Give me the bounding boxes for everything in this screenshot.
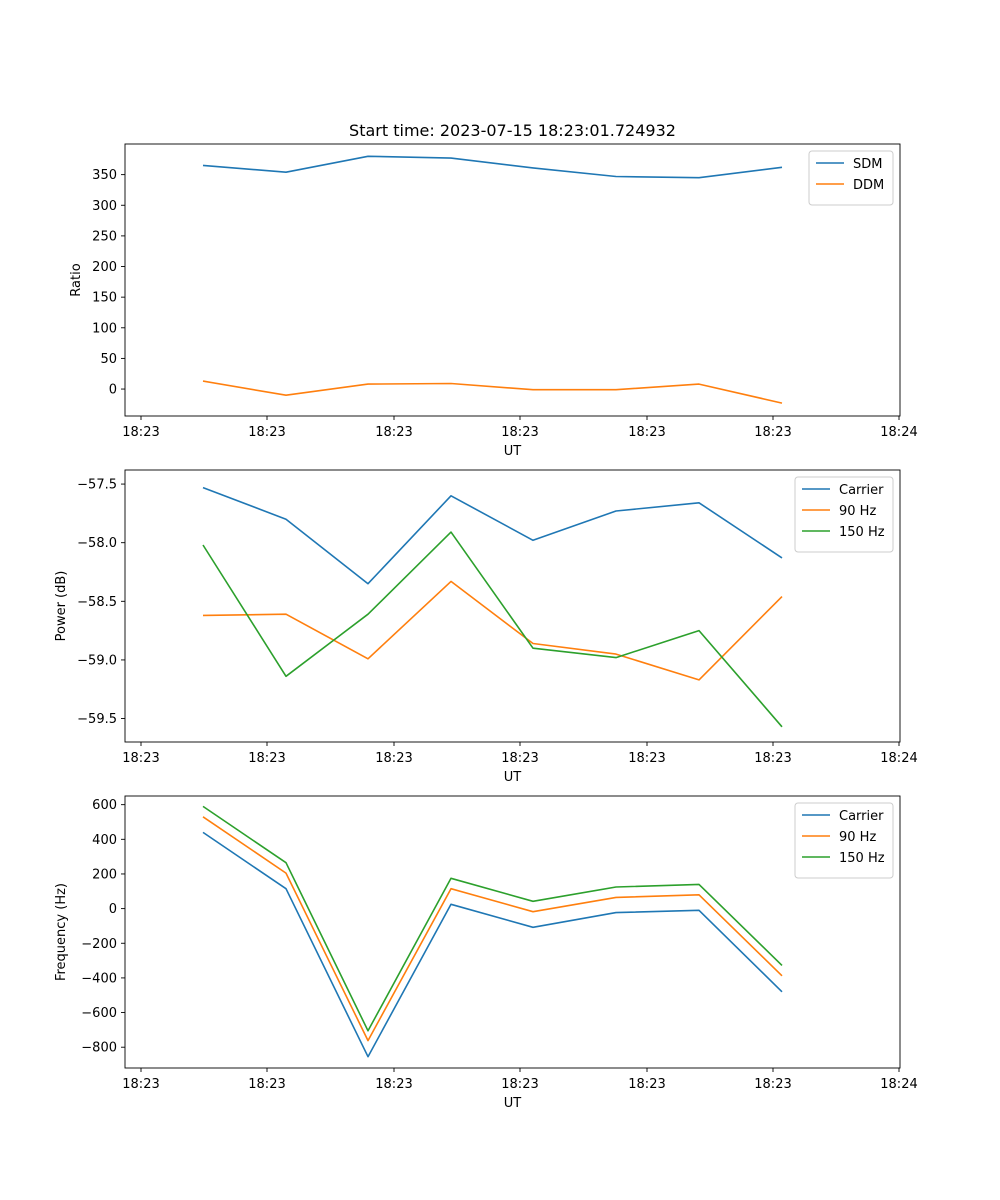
y-tick-label: 350 [92, 168, 117, 183]
legend-box [794, 476, 894, 553]
x-axis-label: UT [504, 444, 522, 459]
y-tick-label: −58.5 [77, 595, 117, 610]
x-tick-label: 18:23 [375, 1077, 412, 1092]
x-tick-label: 18:23 [754, 425, 791, 440]
y-tick-label: −57.5 [77, 478, 117, 493]
y-tick-label: −600 [81, 1006, 117, 1021]
y-tick-label: 100 [92, 321, 117, 336]
x-tick-label: 18:24 [880, 751, 917, 766]
y-tick-label: 600 [92, 798, 117, 813]
axes-frame [124, 795, 901, 1069]
legend-label: 90 Hz [839, 830, 876, 845]
chart-1: Start time: 2023-07-15 18:23:01.724932 18… [69, 121, 918, 459]
chart-3: 18:23 18:23 18:23 18:23 18:23 18:23 18:24 600 40… [54, 795, 918, 1111]
x-tick-label: 18:23 [248, 751, 285, 766]
legend-box [794, 802, 894, 879]
y-tick-label: 200 [92, 867, 117, 882]
series-line-carrier [202, 831, 783, 1058]
x-tick-label: 18:23 [375, 425, 412, 440]
x-tick-label: 18:24 [880, 425, 917, 440]
chart-title: Start time: 2023-07-15 18:23:01.724932 [349, 121, 676, 140]
x-tick-label: 18:23 [122, 1077, 159, 1092]
series-line-sdm [202, 155, 783, 179]
y-tick-label: 150 [92, 291, 117, 306]
legend-label: Carrier [839, 809, 884, 824]
x-tick-label: 18:23 [754, 1077, 791, 1092]
y-tick-label: −200 [81, 937, 117, 952]
x-tick-label: 18:23 [754, 751, 791, 766]
y-tick-label: −59.5 [77, 712, 117, 727]
legend: SDM DDM [808, 150, 894, 206]
x-tick-label: 18:23 [248, 425, 285, 440]
x-tick-label: 18:23 [248, 1077, 285, 1092]
series-line-ddm [202, 380, 783, 404]
y-tick-label: 0 [109, 383, 117, 398]
x-tick-label: 18:24 [880, 1077, 917, 1092]
legend: Carrier 90 Hz 150 Hz [794, 476, 894, 553]
axes-frame [124, 469, 901, 743]
y-tick-label: −59.0 [77, 653, 117, 668]
legend-label: 150 Hz [839, 525, 885, 540]
y-tick-label: 0 [109, 902, 117, 917]
x-tick-label: 18:23 [501, 751, 538, 766]
legend-label: 90 Hz [839, 504, 876, 519]
y-tick-label: 200 [92, 260, 117, 275]
x-tick-label: 18:23 [122, 751, 159, 766]
series-line-150-hz [202, 805, 783, 1032]
y-tick-label: −800 [81, 1041, 117, 1056]
series-line-90-hz [202, 580, 783, 681]
x-tick-label: 18:23 [628, 425, 665, 440]
y-axis-label: Frequency (Hz) [54, 883, 69, 981]
x-axis-label: UT [504, 1096, 522, 1111]
y-tick-label: −58.0 [77, 536, 117, 551]
y-tick-label: 300 [92, 199, 117, 214]
legend-box [808, 150, 894, 206]
y-tick-label: −400 [81, 971, 117, 986]
legend-label: DDM [853, 178, 884, 193]
y-axis-label: Power (dB) [54, 571, 69, 642]
series-line-90-hz [202, 816, 783, 1042]
legend: Carrier 90 Hz 150 Hz [794, 802, 894, 879]
x-tick-label: 18:23 [122, 425, 159, 440]
legend-label: 150 Hz [839, 851, 885, 866]
axes-frame [124, 143, 901, 417]
legend-label: Carrier [839, 483, 884, 498]
y-tick-label: 250 [92, 229, 117, 244]
y-tick-label: 400 [92, 833, 117, 848]
chart-2: 18:23 18:23 18:23 18:23 18:23 18:23 18:24 −57.5… [54, 469, 918, 785]
x-tick-label: 18:23 [501, 1077, 538, 1092]
legend-label: SDM [853, 157, 882, 172]
x-tick-label: 18:23 [628, 1077, 665, 1092]
y-axis-label: Ratio [69, 263, 84, 296]
series-line-carrier [202, 486, 783, 585]
series-line-150-hz [202, 531, 783, 728]
y-tick-label: 50 [100, 352, 117, 367]
x-tick-label: 18:23 [501, 425, 538, 440]
x-axis-label: UT [504, 770, 522, 785]
x-tick-label: 18:23 [375, 751, 412, 766]
x-tick-label: 18:23 [628, 751, 665, 766]
